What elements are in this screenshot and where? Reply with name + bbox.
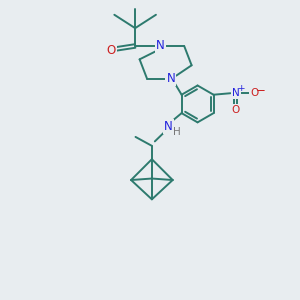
- Text: H: H: [173, 128, 180, 137]
- Text: O: O: [107, 44, 116, 57]
- Text: N: N: [232, 88, 240, 98]
- Text: N: N: [156, 40, 165, 52]
- Text: N: N: [167, 72, 175, 85]
- Text: O: O: [232, 105, 240, 115]
- Text: O: O: [250, 88, 258, 98]
- Text: −: −: [256, 84, 266, 98]
- Text: N: N: [164, 120, 172, 133]
- Text: +: +: [237, 84, 244, 93]
